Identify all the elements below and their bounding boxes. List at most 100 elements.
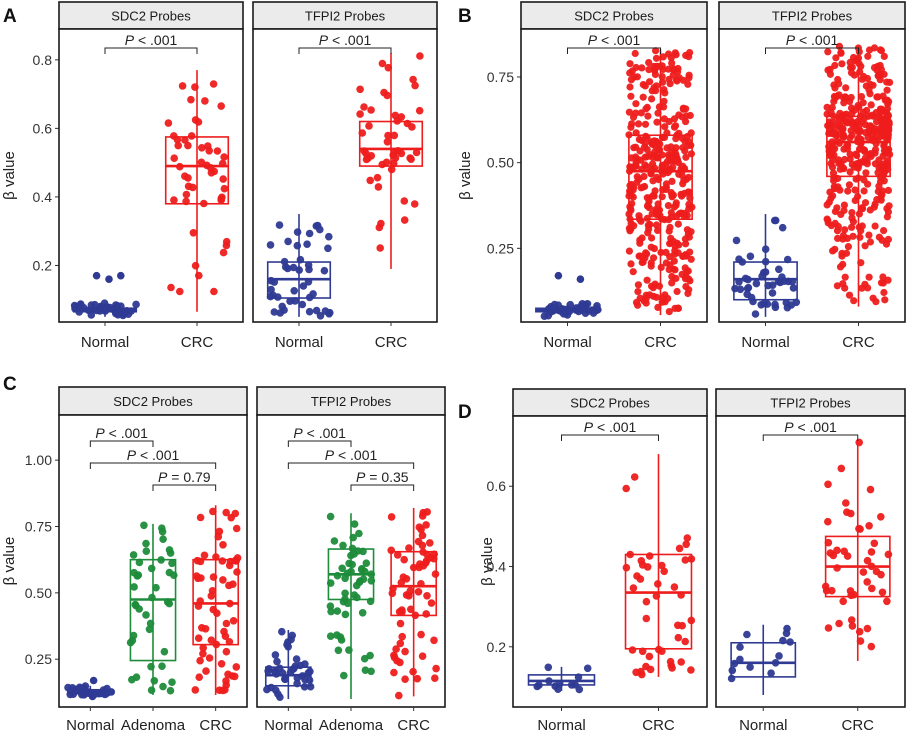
data-point — [625, 247, 634, 255]
data-point — [657, 248, 665, 257]
p-symbol: P — [319, 32, 329, 48]
data-point — [198, 144, 206, 152]
data-point — [866, 238, 875, 246]
data-point — [658, 151, 666, 159]
data-point — [655, 103, 664, 111]
data-point — [672, 274, 680, 282]
data-point — [199, 644, 207, 652]
data-point — [321, 307, 330, 315]
data-point — [132, 300, 140, 309]
data-point — [840, 201, 849, 209]
facet: TFPI2 Probes Normal CRC P < .001 — [252, 1, 438, 351]
data-point — [418, 541, 427, 550]
x-tick-label: CRC — [397, 717, 430, 734]
data-point — [863, 578, 871, 586]
data-point — [869, 124, 877, 132]
p-value: < .001 — [593, 419, 636, 435]
data-point — [212, 553, 220, 561]
facet-strip — [715, 388, 906, 417]
data-point — [636, 239, 644, 247]
data-point — [225, 581, 233, 590]
data-point — [407, 155, 415, 163]
data-point — [309, 290, 317, 298]
data-point — [853, 138, 862, 146]
data-point — [289, 263, 298, 272]
data-point — [625, 108, 634, 116]
p-symbol: P — [356, 469, 366, 485]
data-point — [135, 558, 144, 567]
data-point — [835, 80, 843, 88]
data-point — [642, 662, 650, 671]
p-value: < .001 — [303, 425, 346, 441]
data-point — [422, 521, 430, 529]
data-point — [566, 300, 575, 309]
data-point — [881, 167, 889, 176]
box-group-crc: CRC — [387, 507, 440, 734]
data-point — [682, 118, 690, 126]
data-point — [648, 95, 656, 103]
p-symbol: P — [584, 419, 594, 435]
data-point — [658, 73, 666, 81]
data-point — [129, 551, 138, 559]
data-point — [366, 651, 374, 660]
data-point — [778, 223, 787, 232]
data-point — [685, 200, 693, 208]
data-point — [382, 158, 391, 167]
data-point — [735, 278, 743, 286]
bracket-line — [298, 47, 392, 54]
data-point — [627, 76, 636, 84]
data-point — [634, 120, 643, 128]
data-point — [668, 177, 676, 185]
data-point — [823, 103, 831, 111]
data-point — [871, 222, 879, 230]
data-point — [767, 669, 775, 677]
data-point — [637, 156, 645, 164]
bracket-line — [765, 47, 859, 54]
data-point — [210, 287, 218, 296]
y-axis-label: β value — [457, 151, 474, 200]
data-point — [833, 282, 842, 290]
data-point — [671, 266, 679, 274]
data-point — [405, 544, 413, 552]
data-point — [829, 247, 837, 255]
data-point — [217, 102, 225, 110]
data-point — [628, 154, 636, 162]
data-point — [864, 52, 872, 60]
x-tick-label: CRC — [375, 334, 408, 351]
data-point — [665, 216, 673, 224]
data-point — [195, 673, 203, 681]
data-point — [374, 183, 383, 191]
data-point — [824, 219, 832, 227]
data-point — [229, 617, 238, 625]
x-tick-label: Adenoma — [319, 717, 384, 734]
data-point — [398, 632, 407, 641]
data-point — [654, 200, 662, 208]
data-point — [658, 193, 666, 201]
data-point — [387, 546, 396, 555]
data-point — [649, 284, 657, 292]
comparison-bracket: P = 0.35 — [350, 469, 415, 491]
data-point — [863, 624, 872, 633]
box-group-normal: Normal — [527, 663, 596, 734]
data-point — [627, 180, 636, 189]
data-point — [673, 287, 681, 296]
data-point — [305, 229, 314, 238]
data-point — [679, 166, 688, 174]
data-point — [666, 657, 675, 666]
facet-title: SDC2 Probes — [574, 9, 654, 24]
data-point — [397, 113, 406, 121]
data-point — [418, 652, 427, 660]
plot-frame — [252, 28, 438, 323]
data-point — [860, 147, 869, 155]
data-point — [642, 597, 651, 606]
data-point — [278, 669, 287, 677]
data-point — [859, 568, 868, 576]
data-point — [671, 157, 679, 165]
data-point — [417, 580, 425, 588]
data-point — [222, 237, 231, 246]
data-point — [219, 248, 228, 257]
x-tick-label: CRC — [842, 717, 875, 734]
data-point — [834, 174, 842, 183]
data-point — [837, 464, 846, 473]
data-point — [676, 209, 685, 217]
